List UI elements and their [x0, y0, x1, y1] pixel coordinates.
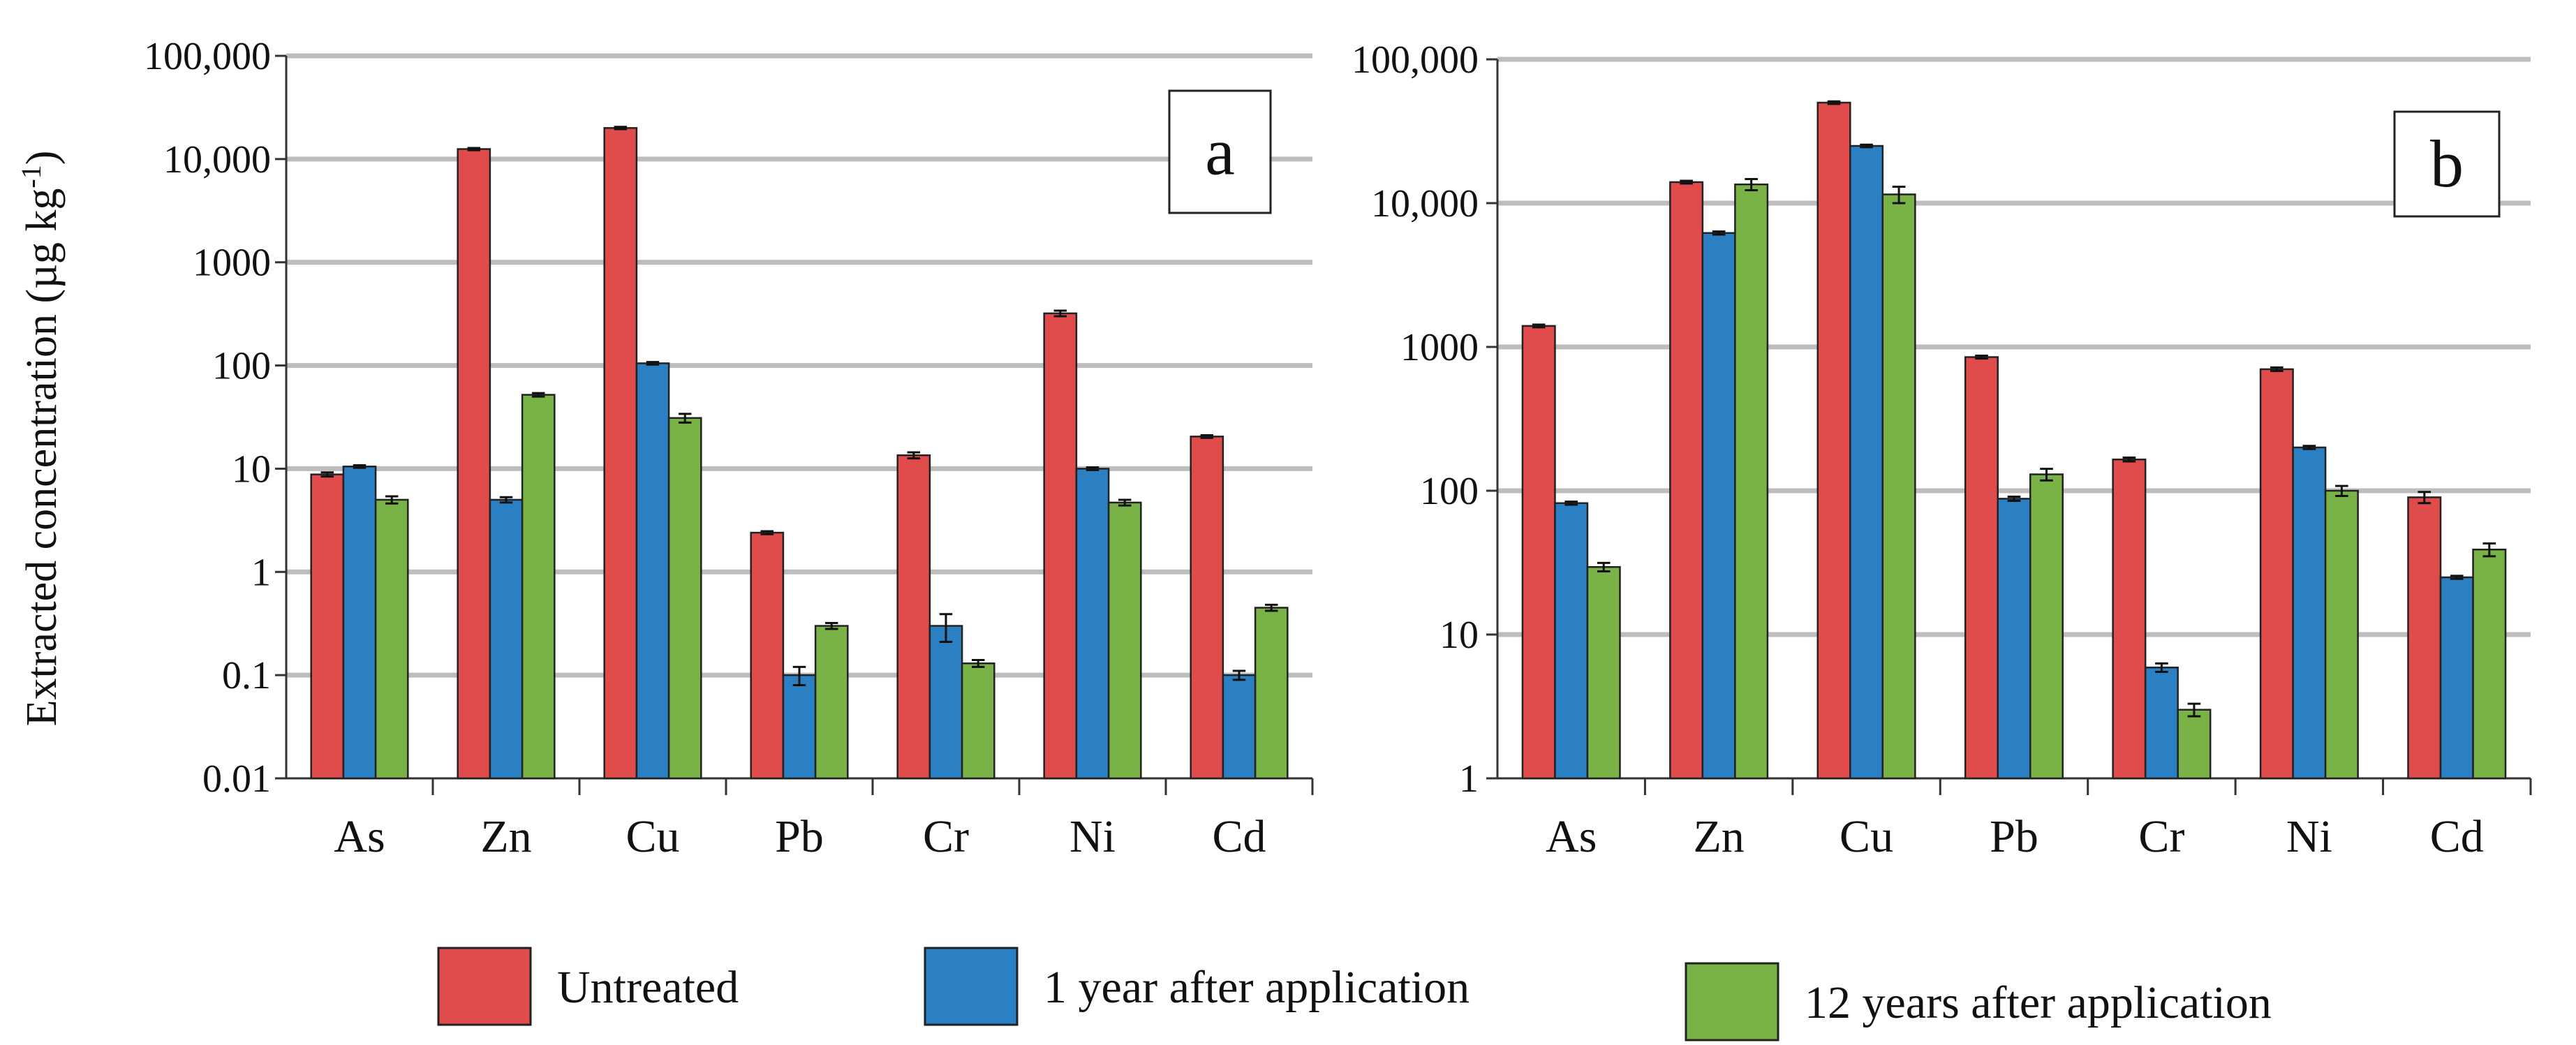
y-tick-label: 0.01: [202, 757, 271, 801]
y-tick-label: 100,000: [144, 35, 271, 78]
y-tick-label: 100: [1420, 470, 1479, 513]
bar: [2259, 368, 2294, 780]
bar: [2439, 576, 2474, 780]
bar: [635, 362, 670, 780]
y-tick-label: 100,000: [1352, 38, 1479, 82]
panel-label-box: [1168, 89, 1272, 214]
y-tick-label: 10: [232, 447, 271, 491]
x-category-label: Zn: [1693, 811, 1744, 862]
bar: [342, 466, 377, 780]
x-category-label: As: [1546, 811, 1597, 862]
bar: [457, 148, 491, 780]
bar: [896, 454, 931, 780]
bar: [2407, 496, 2442, 780]
bar: [2324, 489, 2359, 780]
bar: [1816, 101, 1851, 780]
chart-panel-a: 100,000 10,000 1000 100 10 1 0.1 0.01 As Zn Cu Pb Cr…: [144, 35, 1314, 862]
y-tick-label: 10,000: [1371, 182, 1479, 225]
bar: [1997, 498, 2031, 780]
bar: [1075, 468, 1110, 780]
y-tick-label: 1: [1459, 757, 1479, 801]
bar: [1554, 502, 1589, 780]
bar: [2292, 446, 2327, 780]
legend-label: 12 years after application: [1805, 977, 2272, 1028]
bar: [1881, 193, 1916, 780]
chart-panel-b: 100,000 10,000 1000 100 10 1 As Zn Cu Pb Cr Ni Cd b: [1352, 38, 2532, 862]
bar: [1521, 325, 1556, 780]
bar: [603, 127, 638, 780]
x-category-label: Cd: [2430, 811, 2484, 862]
legend-swatch: [437, 947, 532, 1026]
legend-swatch: [1685, 962, 1779, 1042]
y-tick-label: 100: [212, 345, 271, 388]
panel-label: b: [2430, 126, 2464, 201]
bar: [1254, 607, 1289, 780]
x-category-label: Zn: [480, 811, 531, 862]
x-category-label: Ni: [1069, 811, 1116, 862]
bar: [1669, 181, 1704, 780]
x-category-label: Cu: [626, 811, 679, 862]
bar: [489, 498, 524, 780]
legend-label: Untreated: [557, 962, 739, 1013]
bar: [814, 625, 849, 780]
bar: [2472, 548, 2507, 780]
legend-label: 1 year after application: [1044, 962, 1470, 1013]
legend-swatch: [924, 947, 1019, 1026]
panel-label-box: [2393, 110, 2501, 218]
bar: [1190, 436, 1224, 780]
bar: [1107, 501, 1142, 780]
bar: [1734, 183, 1769, 780]
bar: [310, 473, 345, 780]
x-category-label: Cr: [2138, 811, 2184, 862]
y-tick-label: 10,000: [163, 138, 271, 181]
x-category-label: As: [334, 811, 385, 862]
y-tick-label: 1: [251, 551, 271, 594]
bar: [2177, 709, 2212, 780]
y-axis-label: Extracted concentration (µg kg-1): [15, 151, 66, 727]
x-category-label: Cu: [1840, 811, 1893, 862]
y-tick-label: 1000: [193, 242, 271, 285]
x-category-label: Ni: [2286, 811, 2332, 862]
y-tick-label: 1000: [1400, 326, 1479, 369]
bar: [1964, 356, 1999, 780]
bar: [961, 662, 995, 780]
bar: [928, 625, 963, 780]
bar: [782, 674, 817, 780]
bar: [1222, 674, 1257, 780]
panel-label: a: [1205, 114, 1235, 189]
y-tick-label: 0.1: [222, 654, 271, 697]
bar: [374, 498, 409, 780]
bar: [2112, 458, 2147, 780]
x-category-label: Pb: [1990, 811, 2038, 862]
bar: [2144, 666, 2179, 780]
legend: Untreated 1 year after application 12 year…: [437, 947, 2272, 1042]
x-category-label: Pb: [775, 811, 824, 862]
bar: [1701, 232, 1736, 780]
y-tick-label: 10: [1439, 614, 1479, 657]
bar: [1586, 565, 1621, 780]
bar: [1043, 312, 1078, 780]
bar: [1849, 144, 1884, 780]
bar: [750, 531, 785, 780]
bar: [667, 417, 702, 780]
x-category-label: Cd: [1212, 811, 1266, 862]
x-category-label: Cr: [923, 811, 969, 862]
bar: [521, 394, 556, 780]
bar: [2029, 473, 2064, 780]
